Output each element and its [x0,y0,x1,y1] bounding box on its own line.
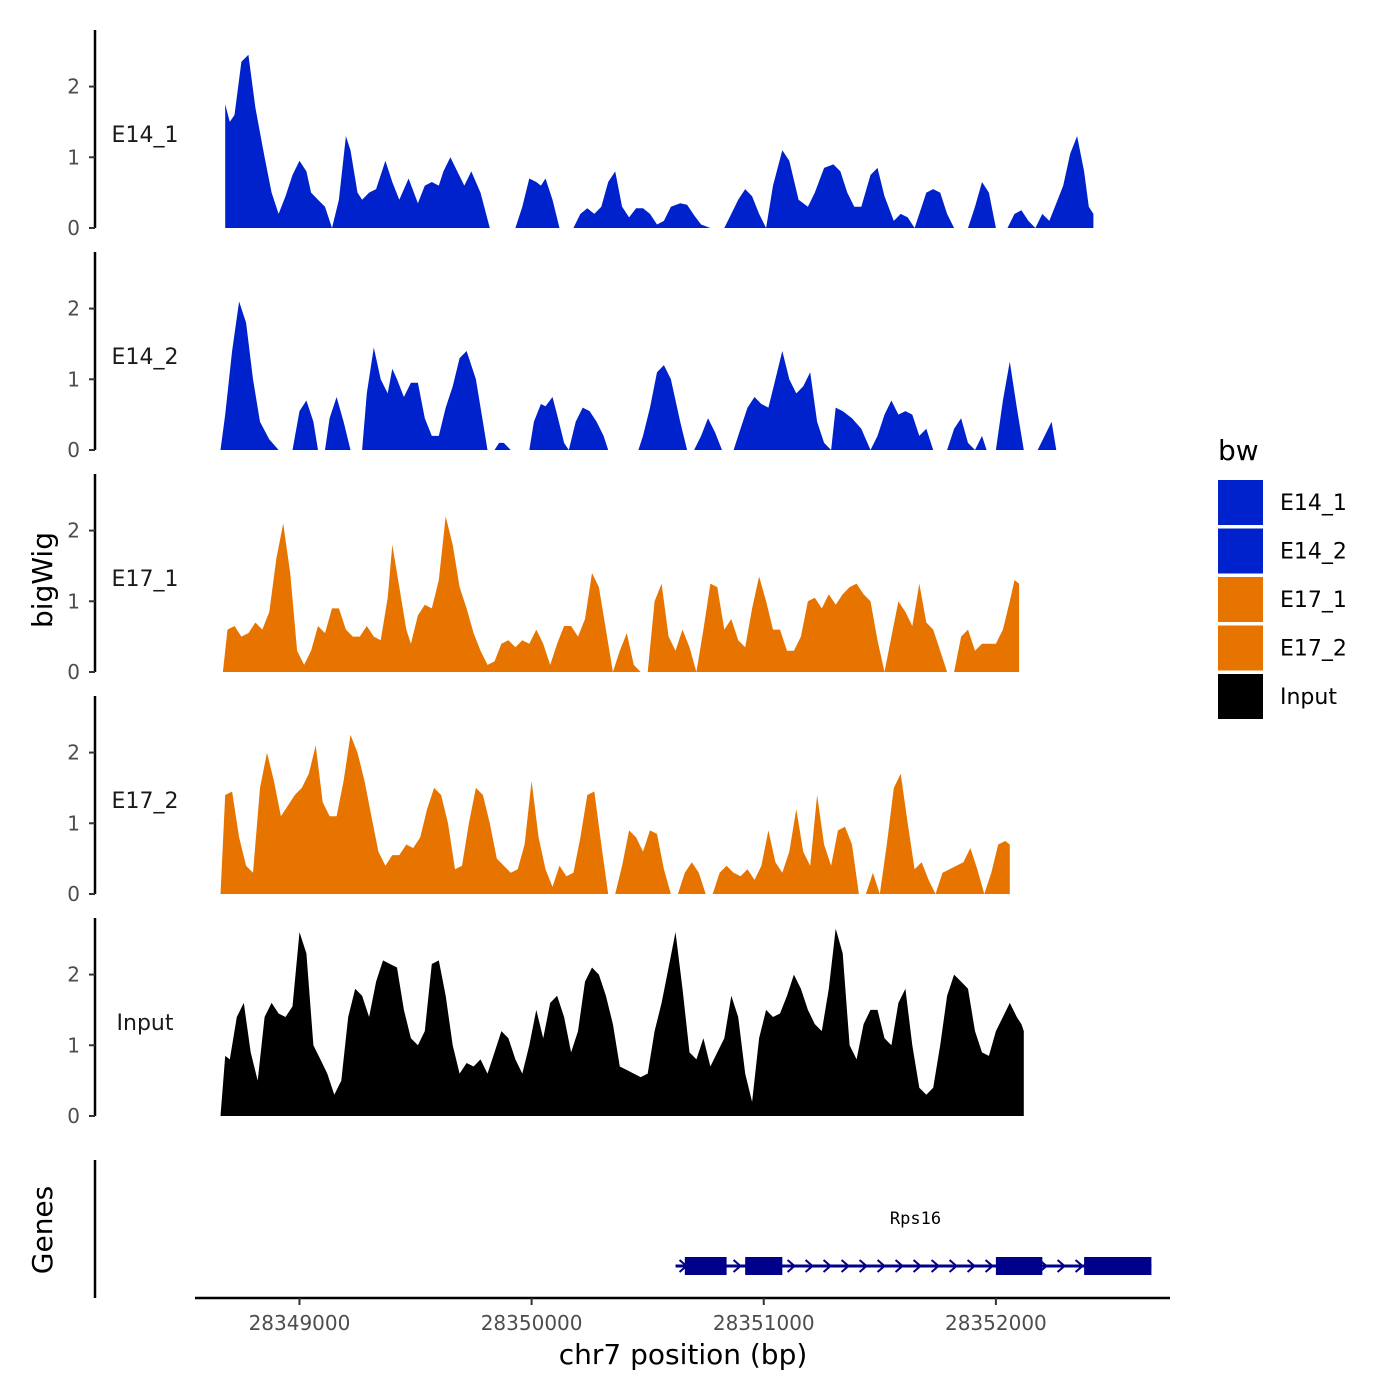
x-axis: 28349000 28350000 28351000 28352000 [195,1296,1170,1335]
gene-exon [995,1257,1043,1275]
track-label: E14_1 [112,123,179,148]
legend-label: E14_1 [1280,491,1347,516]
strand-arrow [804,1259,815,1273]
y-tick-label: 0 [67,438,80,462]
strand-arrow [822,1259,833,1273]
y-tick-label: 1 [67,367,80,391]
legend-label: Input [1280,685,1337,710]
y-tick-label: 0 [67,882,80,906]
signal-tracks: 0 1 2 E14_1 0 1 2 E14_2 0 1 2 E17_1 0 1 2 E17_2 0 1 2 Input [67,30,1094,1128]
y-tick-label: 0 [67,660,80,684]
y-tick-label: 2 [67,963,80,987]
gene-exon [1084,1257,1152,1275]
y-tick-label: 0 [67,1104,80,1128]
strand-arrow [786,1259,797,1273]
y-tick-label: 1 [67,811,80,835]
y-tick-label: 1 [67,1033,80,1057]
gene-exon [684,1257,727,1275]
gene-name-label: Rps16 [890,1209,941,1229]
y-axis-title: bigWig [26,532,59,628]
strand-arrow [840,1259,851,1273]
y-tick-label: 2 [67,297,80,321]
legend-title: bw [1218,434,1259,467]
y-tick-label: 2 [67,519,80,543]
y-tick-label: 2 [67,741,80,765]
strand-arrow [732,1259,743,1273]
strand-arrow [912,1259,923,1273]
strand-arrow [1056,1259,1067,1273]
gene-exon [745,1257,783,1275]
signal-area [222,516,1020,672]
x-tick-label: 28352000 [945,1311,1047,1335]
track-label: E17_1 [112,567,179,592]
y-tick-label: 2 [67,75,80,99]
strand-arrow [1074,1259,1085,1273]
x-axis-title: chr7 position (bp) [559,1338,808,1371]
legend-label: E17_1 [1280,588,1347,613]
strand-arrow [966,1259,977,1273]
legend-label: E17_2 [1280,637,1347,662]
track-label: E14_2 [112,345,179,370]
legend-swatch [1218,577,1263,622]
signal-area [220,928,1024,1116]
signal-area [220,301,1057,450]
strand-arrow [858,1259,869,1273]
legend: bw E14_1 E14_2 E17_1 E17_2 Input [1218,434,1347,719]
track-label: Input [117,1011,174,1036]
strand-arrow [948,1259,959,1273]
track-input: 0 1 2 Input [67,918,1024,1128]
strand-arrow [876,1259,887,1273]
track-label: E17_2 [112,789,179,814]
signal-area [220,734,1010,894]
legend-swatch [1218,625,1263,671]
gene-track: Rps16 [93,1160,1152,1298]
y-tick-label: 0 [67,216,80,240]
signal-area [225,54,1094,229]
legend-swatch [1218,528,1263,574]
track-e17-2: 0 1 2 E17_2 [67,696,1010,906]
track-e17-1: 0 1 2 E17_1 [67,474,1020,684]
strand-arrow [930,1259,941,1273]
legend-label: E14_2 [1280,540,1347,565]
legend-swatch [1218,480,1263,525]
strand-arrow [894,1259,905,1273]
y-tick-label: 1 [67,145,80,169]
x-tick-label: 28351000 [713,1311,815,1335]
genes-axis-title: Genes [26,1186,59,1274]
legend-swatch [1218,674,1263,719]
track-e14-2: 0 1 2 E14_2 [67,252,1057,462]
track-e14-1: 0 1 2 E14_1 [67,30,1094,240]
strand-arrow [984,1259,995,1273]
x-tick-label: 28349000 [249,1311,351,1335]
x-tick-label: 28350000 [481,1311,583,1335]
y-tick-label: 1 [67,589,80,613]
